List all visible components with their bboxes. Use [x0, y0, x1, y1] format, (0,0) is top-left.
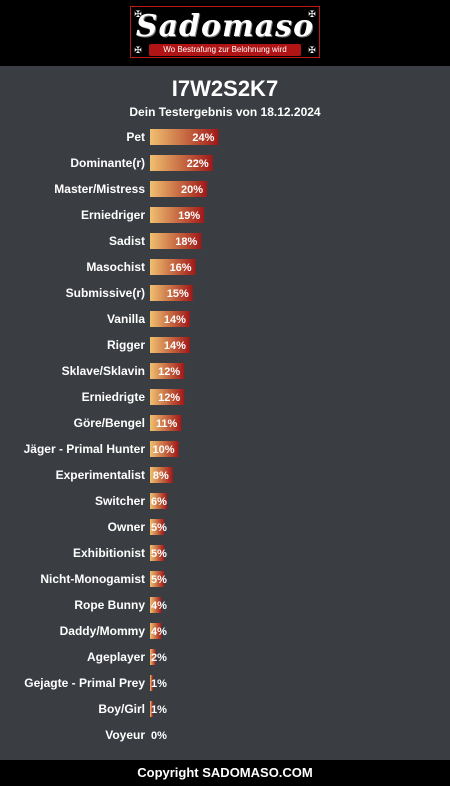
category-label: Sadist [109, 234, 145, 248]
category-label: Voyeur [105, 728, 145, 742]
category-label: Erniedriger [81, 208, 145, 222]
result-bar [150, 701, 153, 717]
value-label: 5% [151, 548, 167, 560]
value-label: 5% [151, 574, 167, 586]
value-label: 4% [151, 626, 167, 638]
value-label: 4% [151, 600, 167, 612]
result-bar [150, 389, 185, 405]
category-label: Rigger [107, 338, 145, 352]
result-bar [150, 571, 165, 587]
site-footer: Copyright SADOMASO.COM [0, 760, 450, 786]
result-bar [150, 181, 207, 197]
category-label: Exhibitionist [73, 546, 145, 560]
value-label: 8% [153, 470, 169, 482]
result-bar [150, 519, 165, 535]
category-label: Sklave/Sklavin [62, 364, 145, 378]
copyright-text: Copyright SADOMASO.COM [137, 765, 313, 780]
logo-tagline: Wo Bestrafung zur Belohnung wird [149, 44, 301, 56]
ornament-icon: ✠ [134, 9, 142, 19]
category-label: Rope Bunny [74, 598, 145, 612]
value-label: 5% [151, 522, 167, 534]
category-label: Ageplayer [87, 650, 145, 664]
ornament-icon: ✠ [134, 45, 142, 55]
category-label: Boy/Girl [98, 702, 145, 716]
result-bar [150, 597, 162, 613]
category-label: Göre/Bengel [74, 416, 145, 430]
category-label: Dominante(r) [70, 156, 145, 170]
result-bar [150, 363, 185, 379]
value-label: 0% [151, 730, 167, 742]
value-label: 14% [164, 314, 186, 326]
category-label: Master/Mistress [54, 182, 145, 196]
result-bar [150, 545, 165, 561]
result-bar [150, 155, 213, 171]
value-label: 22% [187, 158, 209, 170]
value-label: 19% [178, 210, 200, 222]
value-label: 12% [158, 366, 180, 378]
result-bar [150, 207, 205, 223]
result-bar [150, 311, 190, 327]
ornament-icon: ✠ [308, 45, 316, 55]
site-header: ✠ ✠ ✠ ✠ Sadomaso Wo Bestrafung zur Beloh… [0, 0, 450, 66]
result-bar [150, 649, 156, 665]
value-label: 15% [167, 288, 189, 300]
value-label: 6% [151, 496, 167, 508]
value-label: 20% [181, 184, 203, 196]
result-code: I7W2S2K7 [171, 76, 279, 101]
ornament-icon: ✠ [308, 9, 316, 19]
category-label: Daddy/Mommy [60, 624, 146, 638]
value-label: 2% [151, 652, 167, 664]
result-bar [150, 467, 173, 483]
result-bar [150, 285, 193, 301]
logo-wordmark: Sadomaso [135, 9, 315, 44]
result-bar [150, 623, 162, 639]
category-label: Erniedrigte [82, 390, 146, 404]
result-bar [150, 415, 182, 431]
value-label: 1% [151, 704, 167, 716]
category-label: Nicht-Monogamist [40, 572, 145, 586]
results-bar-chart: Pet 24% Dominante(r) 22% Master/Mistress 20% E… [24, 129, 219, 742]
category-label: Owner [108, 520, 146, 534]
value-label: 12% [158, 392, 180, 404]
category-label: Gejagte - Primal Prey [24, 676, 145, 690]
result-bar [150, 337, 190, 353]
value-label: 16% [170, 262, 192, 274]
value-label: 24% [192, 132, 214, 144]
value-label: 1% [151, 678, 167, 690]
site-logo[interactable]: ✠ ✠ ✠ ✠ Sadomaso Wo Bestrafung zur Beloh… [130, 6, 320, 58]
value-label: 18% [175, 236, 197, 248]
result-bar [150, 493, 168, 509]
value-label: 14% [164, 340, 186, 352]
category-label: Experimentalist [56, 468, 145, 482]
category-label: Vanilla [107, 312, 145, 326]
result-subtitle: Dein Testergebnis von 18.12.2024 [129, 105, 321, 119]
result-bar [150, 441, 179, 457]
category-label: Switcher [95, 494, 145, 508]
category-label: Pet [126, 130, 145, 144]
category-label: Jäger - Primal Hunter [24, 442, 146, 456]
category-label: Submissive(r) [66, 286, 145, 300]
result-bar [150, 675, 153, 691]
value-label: 11% [156, 418, 178, 430]
result-bar [150, 259, 196, 275]
result-bar [150, 129, 219, 145]
result-bar [150, 233, 202, 249]
value-label: 10% [152, 444, 174, 456]
category-label: Masochist [86, 260, 145, 274]
